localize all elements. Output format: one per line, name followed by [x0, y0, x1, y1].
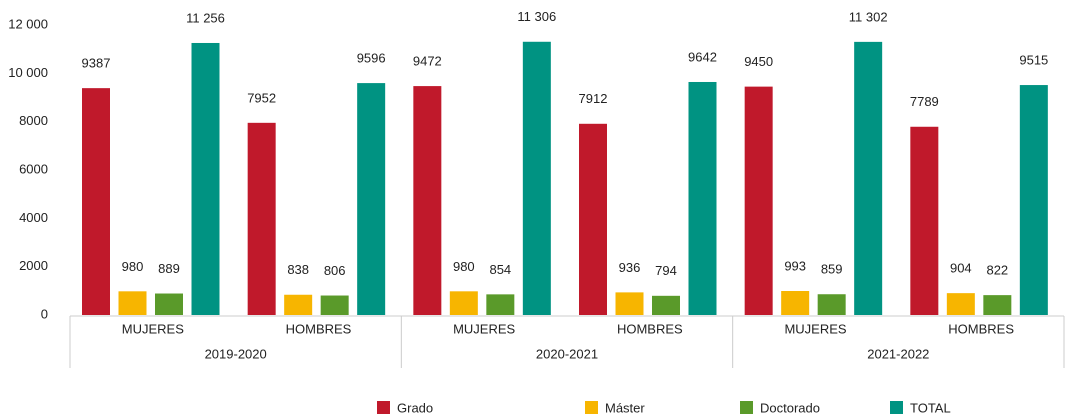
bar [118, 291, 147, 315]
data-label: 9387 [82, 56, 111, 71]
data-label: 7952 [247, 90, 276, 105]
bar [522, 41, 551, 315]
x-tick-label: MUJERES [122, 321, 184, 336]
bar [910, 126, 939, 315]
bar [688, 81, 717, 315]
x-tick-label: HOMBRES [948, 321, 1014, 336]
bar [615, 292, 644, 315]
bar [284, 294, 313, 315]
bar [946, 293, 975, 315]
y-tick-label: 12 000 [8, 16, 48, 31]
legend-swatch [740, 401, 753, 414]
y-tick-label: 0 [41, 306, 48, 321]
data-label: 936 [619, 260, 641, 275]
data-label: 794 [655, 263, 677, 278]
bar [413, 86, 442, 316]
bar [781, 291, 810, 315]
data-label: 904 [950, 261, 972, 276]
bar [579, 123, 607, 315]
bar [854, 41, 883, 315]
x-tick-label: HOMBRES [617, 321, 683, 336]
legend-swatch [377, 401, 390, 414]
data-label: 9450 [744, 54, 773, 69]
data-label: 822 [986, 263, 1008, 278]
bar [247, 122, 276, 316]
data-label: 980 [122, 259, 144, 274]
data-label: 7912 [579, 91, 608, 106]
data-label: 9642 [688, 49, 717, 64]
data-label: 980 [453, 259, 475, 274]
legend-swatch [890, 401, 903, 414]
x-tick-label: MUJERES [453, 321, 515, 336]
data-label: 7789 [910, 94, 939, 109]
group-label: 2021-2022 [867, 346, 929, 361]
bar [191, 42, 220, 315]
legend-label: Grado [397, 400, 433, 415]
bar [357, 83, 386, 315]
data-label: 11 302 [849, 9, 888, 24]
x-tick-label: HOMBRES [286, 321, 352, 336]
data-label: 9596 [357, 51, 386, 66]
y-tick-label: 10 000 [8, 65, 48, 80]
y-tick-label: 6000 [19, 161, 48, 176]
data-label: 11 306 [517, 9, 556, 24]
bar [320, 295, 349, 315]
bar [744, 86, 773, 315]
y-tick-label: 8000 [19, 113, 48, 128]
data-label: 11 256 [186, 10, 225, 25]
data-label: 859 [821, 262, 843, 277]
data-label: 993 [784, 258, 806, 273]
bar [983, 295, 1012, 315]
data-label: 806 [324, 263, 346, 278]
x-tick-label: MUJERES [784, 321, 846, 336]
bar [486, 294, 515, 315]
legend-label: Doctorado [760, 400, 820, 415]
bar [155, 293, 183, 315]
bar [652, 295, 680, 315]
legend-swatch [585, 401, 598, 414]
bar [449, 291, 478, 315]
y-tick-label: 2000 [19, 258, 48, 273]
data-label: 854 [489, 262, 511, 277]
data-label: 9472 [413, 54, 442, 69]
y-tick-label: 4000 [19, 210, 48, 225]
bar [817, 294, 846, 315]
bar [82, 88, 110, 316]
bar [1019, 85, 1048, 315]
group-label: 2019-2020 [205, 346, 267, 361]
group-label: 2020-2021 [536, 346, 598, 361]
data-label: 9515 [1019, 52, 1048, 67]
legend-label: Máster [605, 400, 645, 415]
data-label: 889 [158, 261, 180, 276]
legend-label: TOTAL [910, 400, 951, 415]
data-label: 838 [287, 262, 309, 277]
